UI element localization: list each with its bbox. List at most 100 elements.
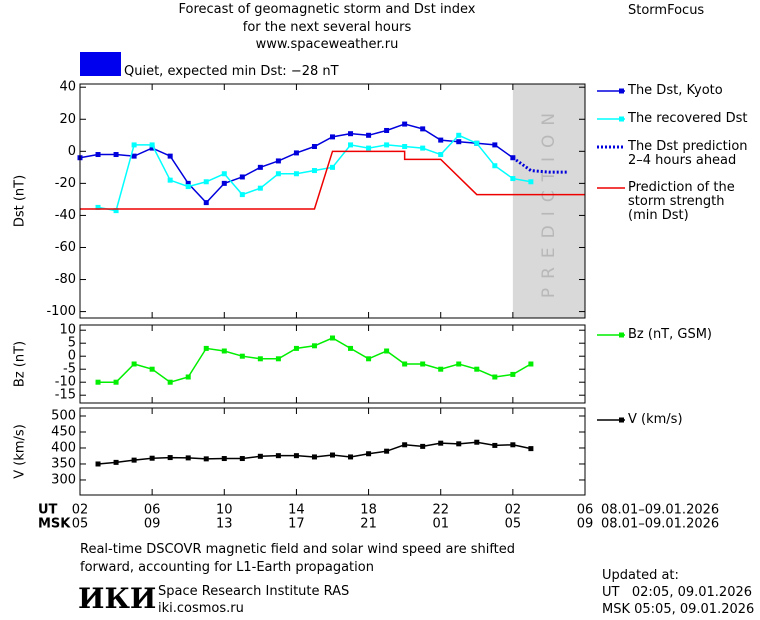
data-point xyxy=(239,353,245,359)
data-point xyxy=(348,142,354,148)
data-point xyxy=(203,345,209,351)
data-point xyxy=(203,456,209,462)
x-tick-label: 22 xyxy=(432,503,449,518)
data-point xyxy=(438,137,444,143)
series-line xyxy=(80,150,585,210)
plot-frame xyxy=(79,324,586,404)
data-point xyxy=(438,366,444,372)
data-point xyxy=(311,343,317,349)
data-point xyxy=(492,442,498,448)
data-point xyxy=(492,374,498,380)
legend-label: The recovered Dst xyxy=(628,111,748,126)
prediction-zone xyxy=(512,84,585,318)
data-point xyxy=(510,371,516,377)
x2-tick-label: 01 xyxy=(432,517,449,532)
note: Real-time DSCOVR magnetic field and sola… xyxy=(80,542,516,575)
legend-marker xyxy=(619,88,624,94)
data-point xyxy=(492,163,498,169)
data-point xyxy=(185,184,191,190)
data-point xyxy=(456,132,462,138)
data-point xyxy=(311,168,317,174)
data-point xyxy=(275,158,281,164)
data-point xyxy=(293,345,299,351)
data-point xyxy=(402,442,408,448)
data-point xyxy=(221,180,227,186)
updated-label: Updated at: xyxy=(602,568,679,583)
data-point xyxy=(510,176,516,182)
plot-frame xyxy=(79,407,586,496)
data-point xyxy=(203,200,209,206)
data-point xyxy=(420,361,426,367)
y-tick-label: 10 xyxy=(59,323,76,338)
data-point xyxy=(474,366,480,372)
title-line: www.spaceweather.ru xyxy=(255,37,399,52)
title-line: Forecast of geomagnetic storm and Dst in… xyxy=(178,2,476,17)
data-point xyxy=(95,379,101,385)
data-point xyxy=(456,441,462,447)
x2-tick-label: 05 xyxy=(72,517,89,532)
status-box xyxy=(80,52,121,76)
data-point xyxy=(239,174,245,180)
legend-label: V (km/s) xyxy=(628,412,683,427)
y-tick-label: -20 xyxy=(55,176,76,191)
data-point xyxy=(366,356,372,362)
y-tick-label: -15 xyxy=(55,388,76,403)
data-point xyxy=(131,457,137,463)
x-tick-label: 06 xyxy=(577,503,594,518)
y-tick-label: -100 xyxy=(46,304,76,319)
data-point xyxy=(384,348,390,354)
data-point xyxy=(149,142,155,148)
data-point xyxy=(221,456,227,462)
data-point xyxy=(257,356,263,362)
series-line xyxy=(79,123,514,204)
data-point xyxy=(366,132,372,138)
y-tick-label: 5 xyxy=(68,336,76,351)
y-tick-label: 500 xyxy=(51,408,76,423)
y-tick-label: 0 xyxy=(68,349,76,364)
prediction-label: PREDICTION xyxy=(539,104,559,298)
data-point xyxy=(311,454,317,460)
y-axis-label: V (km/s) xyxy=(13,424,28,479)
x2-tick-label: 21 xyxy=(360,517,377,532)
data-point xyxy=(167,177,173,183)
data-point xyxy=(95,461,101,467)
data-point xyxy=(293,453,299,459)
data-point xyxy=(384,448,390,454)
data-point xyxy=(474,439,480,445)
data-point xyxy=(420,443,426,449)
data-point xyxy=(510,442,516,448)
data-point xyxy=(113,379,119,385)
data-point xyxy=(311,144,317,150)
data-point xyxy=(275,453,281,459)
data-point xyxy=(456,361,462,367)
x2-tick-label: 05 xyxy=(505,517,522,532)
x-tick-label: 06 xyxy=(144,503,161,518)
y-tick-label: 0 xyxy=(68,144,76,159)
data-point xyxy=(528,179,534,185)
x-row-label: MSK xyxy=(38,517,71,532)
data-point xyxy=(131,153,137,159)
institute: Space Research Institute RAS xyxy=(158,584,350,599)
data-point xyxy=(438,152,444,158)
y-tick-label: 20 xyxy=(59,112,76,127)
series-line xyxy=(97,441,532,465)
data-point xyxy=(185,180,191,186)
data-point xyxy=(149,145,155,151)
y-axis-label: Bz (nT) xyxy=(13,341,28,387)
x-tick-label: 14 xyxy=(288,503,305,518)
data-point xyxy=(257,185,263,191)
data-point xyxy=(149,366,155,372)
data-point xyxy=(456,139,462,145)
legend-marker xyxy=(619,332,624,338)
x-tick-label: 10 xyxy=(216,503,233,518)
data-point xyxy=(131,361,137,367)
data-point xyxy=(492,142,498,148)
data-point xyxy=(402,121,408,127)
date-range: 08.01–09.01.2026 xyxy=(601,503,719,518)
y-tick-label: 450 xyxy=(51,424,76,439)
data-point xyxy=(131,142,137,148)
data-point xyxy=(474,140,480,146)
data-point xyxy=(420,126,426,132)
x-tick-label: 02 xyxy=(72,503,89,518)
